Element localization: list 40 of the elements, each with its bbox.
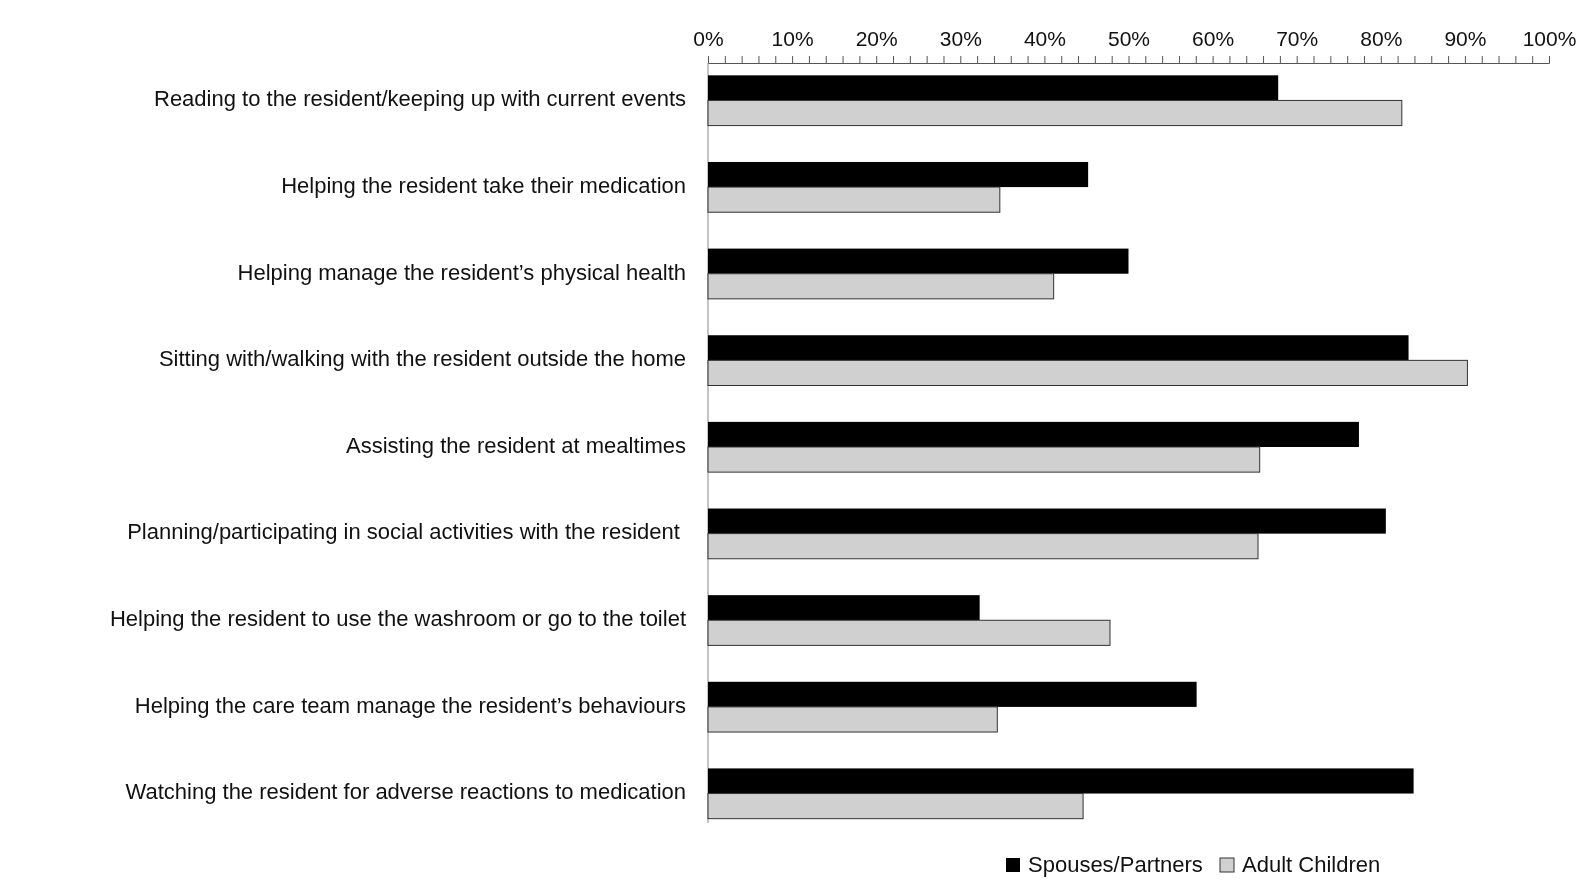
bar: [707, 619, 1111, 646]
bar: [708, 248, 1129, 274]
x-tick-label: 10%: [771, 27, 814, 50]
bar: [708, 508, 1386, 534]
bar: [708, 681, 1197, 707]
x-tick-label: 30%: [939, 27, 982, 50]
bar: [707, 273, 1055, 300]
y-tick-label: Helping manage the resident’s physical health: [237, 259, 686, 285]
y-tick-label: Watching the resident for adverse reactions to medication: [125, 779, 686, 805]
bar: [708, 768, 1414, 794]
y-tick-label: Helping the care team manage the resident’s behaviours: [134, 692, 686, 718]
y-tick-label: Planning/participating in social activities with the resident: [127, 519, 686, 545]
bar: [707, 359, 1468, 386]
x-tick-label: 0%: [693, 27, 724, 50]
x-tick-label: 20%: [855, 27, 898, 50]
x-tick-label: 50%: [1107, 27, 1151, 50]
legend-label: Adult Children: [1242, 852, 1381, 877]
bar: [708, 161, 1089, 188]
y-tick-label: Helping the resident take their medication: [281, 172, 686, 198]
x-tick-label: 40%: [1023, 27, 1066, 50]
bar: [708, 595, 980, 621]
x-tick-label: 60%: [1192, 27, 1235, 50]
y-tick-label: Helping the resident to use the washroom or go to the toilet: [109, 606, 686, 632]
x-tick-label: 90%: [1444, 27, 1487, 50]
x-tick-label: 100%: [1522, 27, 1577, 50]
x-tick-label: 80%: [1360, 27, 1403, 50]
bar: [707, 793, 1084, 820]
bar: [708, 75, 1279, 101]
bar: [707, 533, 1259, 560]
bar: [707, 706, 998, 733]
x-tick-label: 70%: [1276, 27, 1319, 50]
y-tick-label: Sitting with/walking with the resident outside the home: [158, 346, 686, 372]
bar: [708, 335, 1409, 361]
y-tick-label: Assisting the resident at mealtimes: [346, 432, 686, 458]
bar: [707, 99, 1403, 127]
bar: [707, 446, 1261, 473]
bar: [708, 421, 1359, 447]
bar: [707, 186, 1001, 213]
y-tick-label: Reading to the resident/keeping up with current events: [154, 86, 686, 112]
legend-label: Spouses/Partners: [1028, 852, 1203, 877]
